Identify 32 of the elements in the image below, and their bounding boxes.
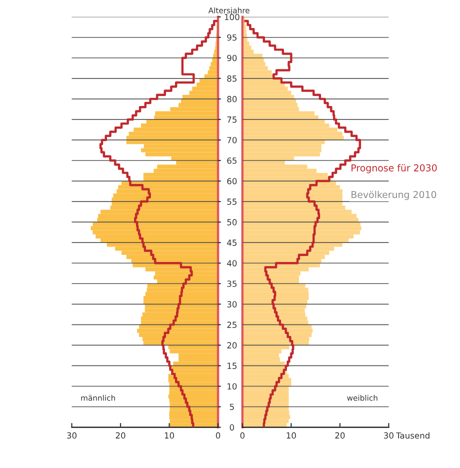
y-tick-label: 90 (227, 54, 237, 62)
y-tick-label: 100 (224, 14, 240, 20)
x-tick-label: 20 (335, 432, 345, 439)
x-tick-label: 20 (116, 432, 126, 439)
y-tick-label: 35 (227, 280, 237, 287)
y-tick-label: 25 (227, 322, 237, 328)
y-tick-label: 65 (227, 157, 237, 164)
y-tick-label: 5 (230, 404, 234, 410)
x-tick-label: 30 (384, 432, 394, 439)
y-tick-label: 95 (227, 34, 237, 41)
y-tick-label: 85 (227, 75, 237, 82)
x-tick-label: 10 (164, 432, 174, 439)
x-tick-label: 0 (240, 432, 245, 439)
y-tick-label: 75 (227, 116, 237, 123)
y-tick-label: 20 (227, 342, 237, 348)
y-tick-label: 50 (227, 219, 237, 226)
series-label: Bevölkerung 2010 (352, 190, 436, 200)
y-tick-label: 60 (227, 178, 237, 184)
y-tick-label: 30 (227, 301, 237, 308)
y-tick-label: 0 (230, 424, 234, 431)
x-tick-label: 0 (216, 432, 220, 439)
y-tick-label: 80 (227, 96, 237, 102)
x-tick-label: 10 (286, 432, 296, 439)
x-axis-title: Tausend (396, 432, 430, 439)
y-tick-label: 15 (228, 362, 237, 370)
x-tick-label: 30 (67, 432, 77, 439)
y-tick-label: 40 (227, 260, 237, 266)
y-tick-label: 10 (228, 383, 237, 390)
y-tick-label: 70 (227, 136, 237, 144)
y-tick-label: 45 (227, 240, 237, 246)
series-label: Prognose für 2030 (352, 164, 437, 174)
y-tick-label: 55 (227, 198, 237, 205)
